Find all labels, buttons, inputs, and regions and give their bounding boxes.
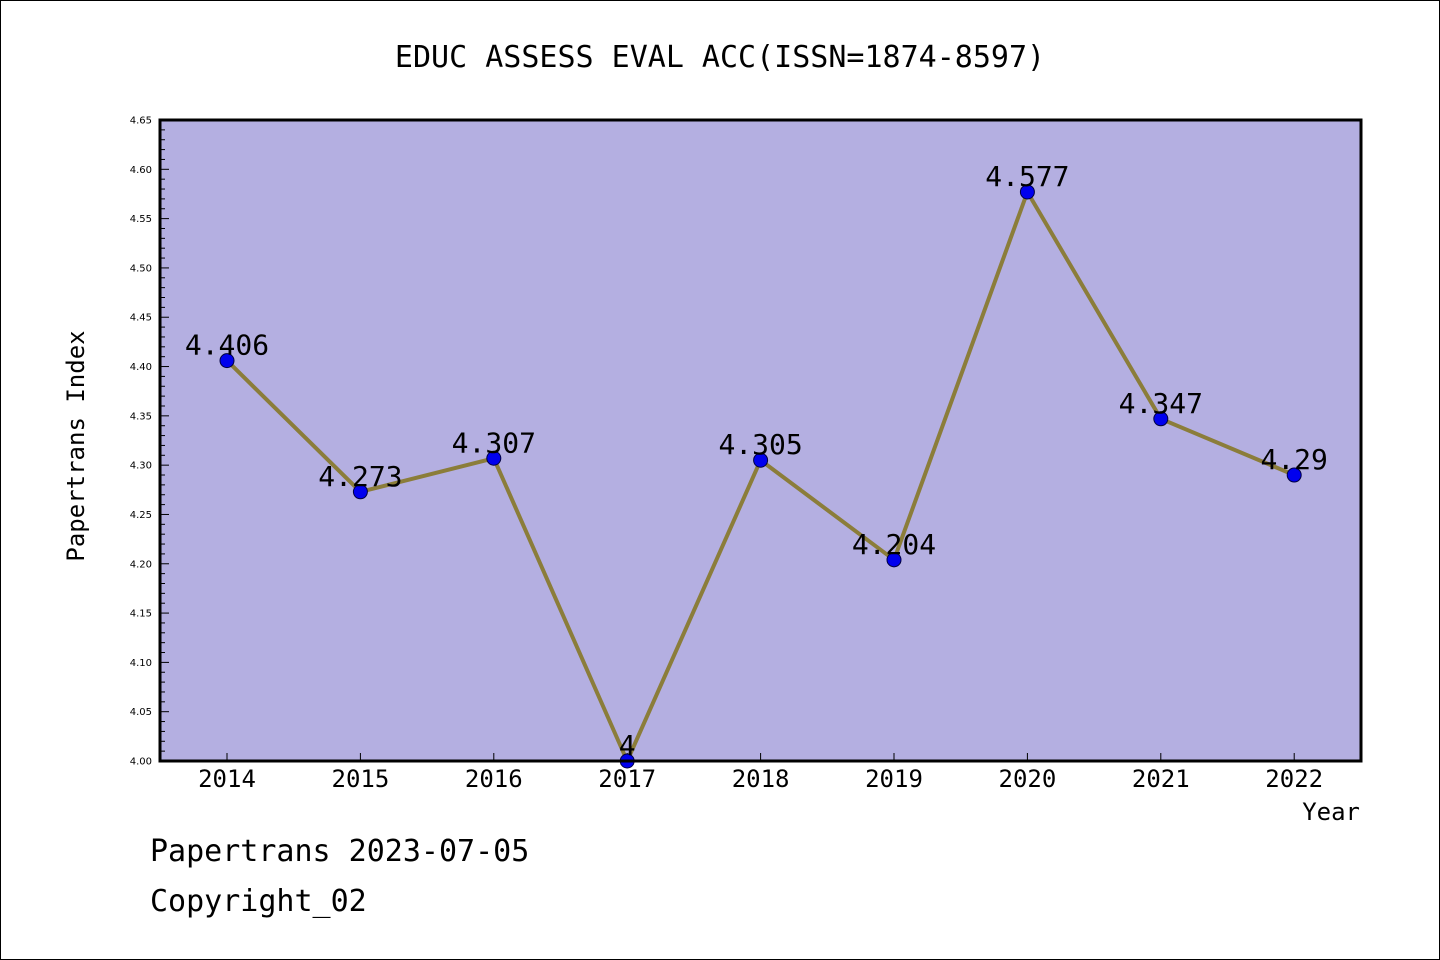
data-markers [219, 184, 1302, 769]
data-label: 4.406 [185, 329, 269, 362]
data-label: 4.204 [852, 528, 936, 561]
x-tick-label: 2019 [865, 765, 923, 793]
y-tick-label: 4.05 [130, 707, 152, 718]
data-point [352, 484, 368, 500]
y-tick-label: 4.20 [130, 559, 152, 570]
data-label: 4.307 [452, 426, 536, 459]
x-tick-label: 2020 [999, 765, 1057, 793]
y-tick-label: 4.30 [130, 461, 152, 472]
data-label: 4.273 [318, 460, 402, 493]
chart-title: EDUC ASSESS EVAL ACC(ISSN=1874-8597) [395, 40, 1045, 75]
y-tick-label: 4.25 [130, 510, 152, 521]
data-point [753, 452, 769, 468]
data-label: 4 [619, 729, 636, 762]
y-tick-label: 4.00 [130, 757, 152, 768]
y-axis-label: Papertrans Index [62, 330, 90, 561]
x-axis-label: Year [1302, 798, 1360, 826]
x-axis: 2014 2015 2016 2017 2018 2019 2020 2021 2022 [198, 753, 1323, 793]
data-labels: 4.406 4.273 4.307 4 4.305 4.204 4.577 4.347 4.29 [185, 160, 1328, 762]
x-tick-label: 2017 [598, 765, 656, 793]
y-tick-label: 4.10 [130, 658, 152, 669]
x-tick-label: 2018 [732, 765, 790, 793]
plot-border [158, 118, 1363, 763]
footer-copyright: Copyright_02 [150, 884, 367, 919]
data-label: 4.305 [718, 428, 802, 461]
data-label: 4.577 [985, 160, 1069, 193]
x-tick-label: 2014 [198, 765, 256, 793]
data-label: 4.347 [1119, 387, 1203, 420]
y-tick-label: 4.35 [130, 411, 152, 422]
data-point [1153, 411, 1169, 427]
y-tick-label: 4.60 [130, 165, 152, 176]
y-tick-label: 4.50 [130, 263, 152, 274]
plot-area [160, 120, 1361, 761]
data-point [219, 353, 235, 369]
x-tick-label: 2021 [1132, 765, 1190, 793]
y-tick-label: 4.40 [130, 362, 152, 373]
data-point [886, 552, 902, 568]
x-tick-label: 2022 [1265, 765, 1323, 793]
x-tick-label: 2015 [332, 765, 390, 793]
data-label: 4.29 [1260, 443, 1327, 476]
y-axis: 4.00 4.05 4.10 4.15 4.20 4.25 4.30 4.35 4.40 4.45… [130, 116, 169, 768]
y-tick-label: 4.65 [130, 116, 152, 127]
footer-date: Papertrans 2023-07-05 [150, 834, 530, 869]
y-tick-label: 4.55 [130, 214, 152, 225]
x-tick-label: 2016 [465, 765, 523, 793]
y-tick-label: 4.45 [130, 313, 152, 324]
data-point [1286, 467, 1302, 483]
data-point [1019, 184, 1035, 200]
y-tick-label: 4.15 [130, 609, 152, 620]
data-point [486, 450, 502, 466]
